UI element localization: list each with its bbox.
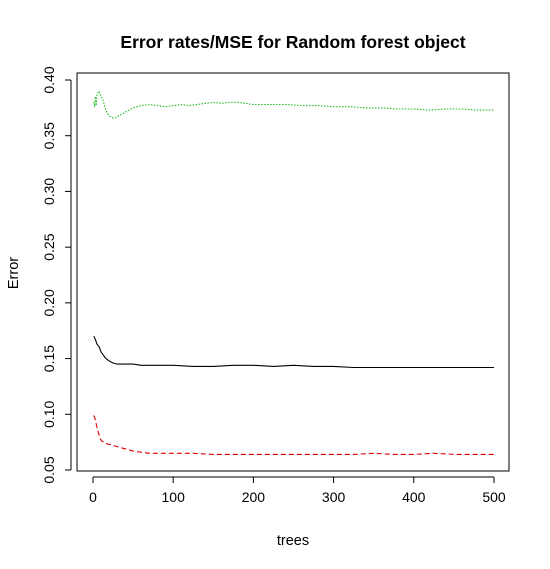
series-line-class-1 (93, 415, 494, 455)
y-tick-label: 0.10 (41, 400, 57, 427)
y-axis-label: Error (6, 257, 22, 289)
y-tick-label: 0.40 (41, 66, 57, 93)
y-tick-label: 0.25 (41, 233, 57, 260)
x-tick-label: 200 (242, 489, 266, 505)
y-tick-label: 0.30 (41, 178, 57, 205)
series-layer (93, 90, 494, 455)
chart-title: Error rates/MSE for Random forest object (120, 32, 465, 52)
x-tick-label: 100 (162, 489, 186, 505)
x-tick-label: 300 (322, 489, 346, 505)
y-axis: 0.05 0.10 0.15 0.20 0.25 0.30 0.35 0.40 (41, 66, 72, 484)
series-line-class-2 (93, 90, 494, 119)
y-tick-label: 0.05 (41, 456, 57, 483)
y-tick-label: 0.20 (41, 289, 57, 316)
x-axis-label: trees (277, 533, 309, 549)
x-axis: 0 100 200 300 400 500 (89, 476, 506, 505)
y-tick-label: 0.15 (41, 345, 57, 372)
x-tick-label: 500 (482, 489, 506, 505)
y-tick-label: 0.35 (41, 122, 57, 149)
series-line-oob (93, 336, 494, 369)
x-tick-label: 400 (402, 489, 426, 505)
plot-area-box (76, 72, 510, 472)
x-tick-label: 0 (89, 489, 97, 505)
